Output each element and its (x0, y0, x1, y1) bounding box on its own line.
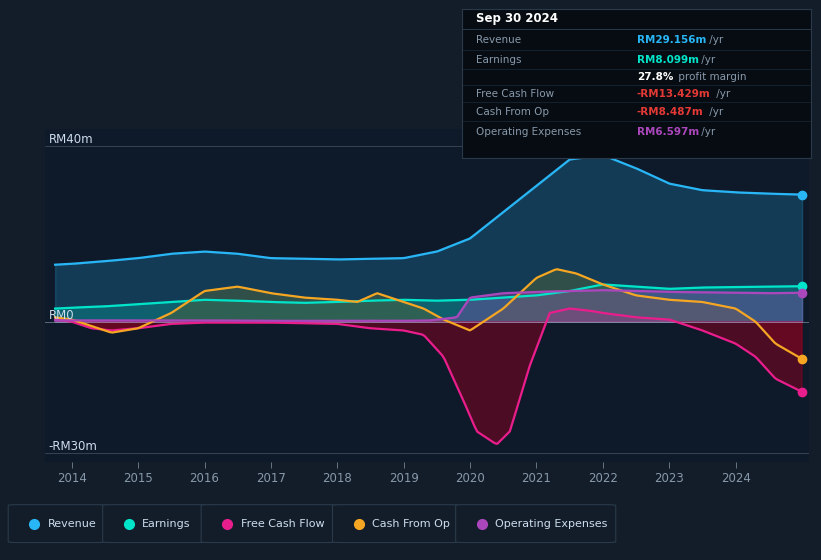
Text: Free Cash Flow: Free Cash Flow (241, 519, 324, 529)
Text: RM8.099m: RM8.099m (637, 55, 699, 64)
Text: Revenue: Revenue (48, 519, 96, 529)
Text: /yr: /yr (698, 55, 715, 64)
Text: Free Cash Flow: Free Cash Flow (476, 89, 554, 99)
FancyBboxPatch shape (456, 505, 616, 543)
Text: RM0: RM0 (48, 309, 74, 321)
Text: /yr: /yr (706, 35, 723, 45)
Text: Sep 30 2024: Sep 30 2024 (476, 12, 558, 25)
Text: RM40m: RM40m (48, 133, 93, 146)
FancyBboxPatch shape (201, 505, 337, 543)
Text: -RM13.429m: -RM13.429m (637, 89, 710, 99)
Text: Cash From Op: Cash From Op (372, 519, 450, 529)
Text: RM29.156m: RM29.156m (637, 35, 706, 45)
Text: /yr: /yr (706, 108, 723, 118)
Text: Operating Expenses: Operating Expenses (476, 127, 581, 137)
Text: profit margin: profit margin (675, 72, 746, 82)
FancyBboxPatch shape (103, 505, 209, 543)
Text: /yr: /yr (698, 127, 715, 137)
Text: Earnings: Earnings (476, 55, 521, 64)
Text: Cash From Op: Cash From Op (476, 108, 549, 118)
Text: Earnings: Earnings (142, 519, 190, 529)
Text: /yr: /yr (713, 89, 731, 99)
Text: RM6.597m: RM6.597m (637, 127, 699, 137)
Text: -RM8.487m: -RM8.487m (637, 108, 704, 118)
Text: 27.8%: 27.8% (637, 72, 673, 82)
FancyBboxPatch shape (8, 505, 107, 543)
FancyBboxPatch shape (333, 505, 460, 543)
Text: Operating Expenses: Operating Expenses (495, 519, 608, 529)
Text: -RM30m: -RM30m (48, 440, 98, 453)
Text: Revenue: Revenue (476, 35, 521, 45)
